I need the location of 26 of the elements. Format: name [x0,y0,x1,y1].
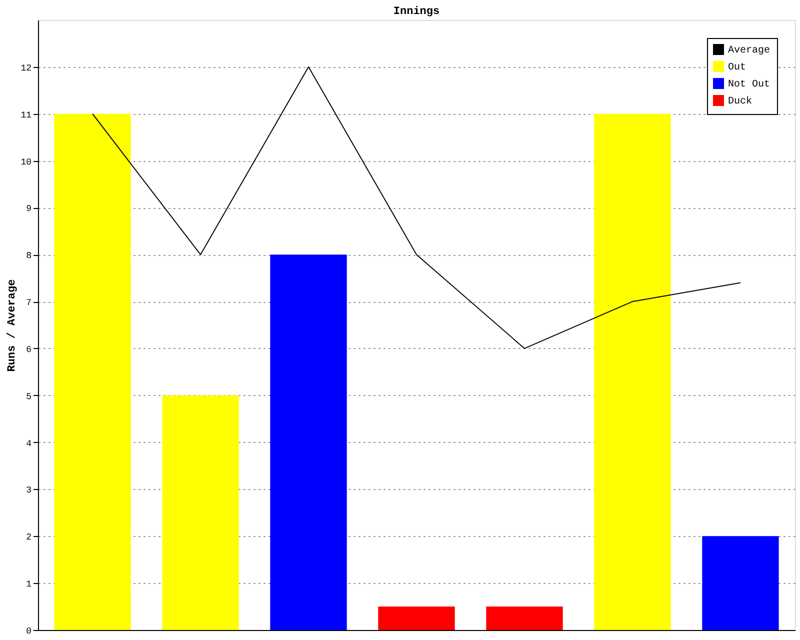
y-tick-label: 11 [20,110,32,120]
bar [162,395,239,630]
y-tick-label: 3 [26,486,32,496]
legend-label: Duck [728,96,752,108]
legend-label: Average [728,46,770,56]
legend-label: Not Out [728,80,770,90]
y-tick-label: 9 [26,204,32,214]
y-axis-title: Runs / Average [6,278,19,372]
bar [378,606,455,630]
bar [54,114,131,630]
bar [486,606,563,630]
y-tick-label: 5 [26,392,32,402]
y-tick-label: 10 [20,157,32,168]
bar [270,254,347,630]
bar [594,114,671,630]
y-tick-label: 12 [20,63,32,74]
y-tick-label: 8 [26,251,32,262]
y-tick-label: 0 [26,626,32,636]
y-tick-label: 6 [26,344,32,355]
y-tick-label: 7 [26,298,32,308]
y-tick-label: 1 [26,580,32,590]
y-tick-label: 4 [26,438,32,449]
bar [702,536,779,630]
y-tick-label: 2 [26,532,32,543]
chart-title: Innings [393,6,440,18]
legend-label: Out [728,62,746,74]
